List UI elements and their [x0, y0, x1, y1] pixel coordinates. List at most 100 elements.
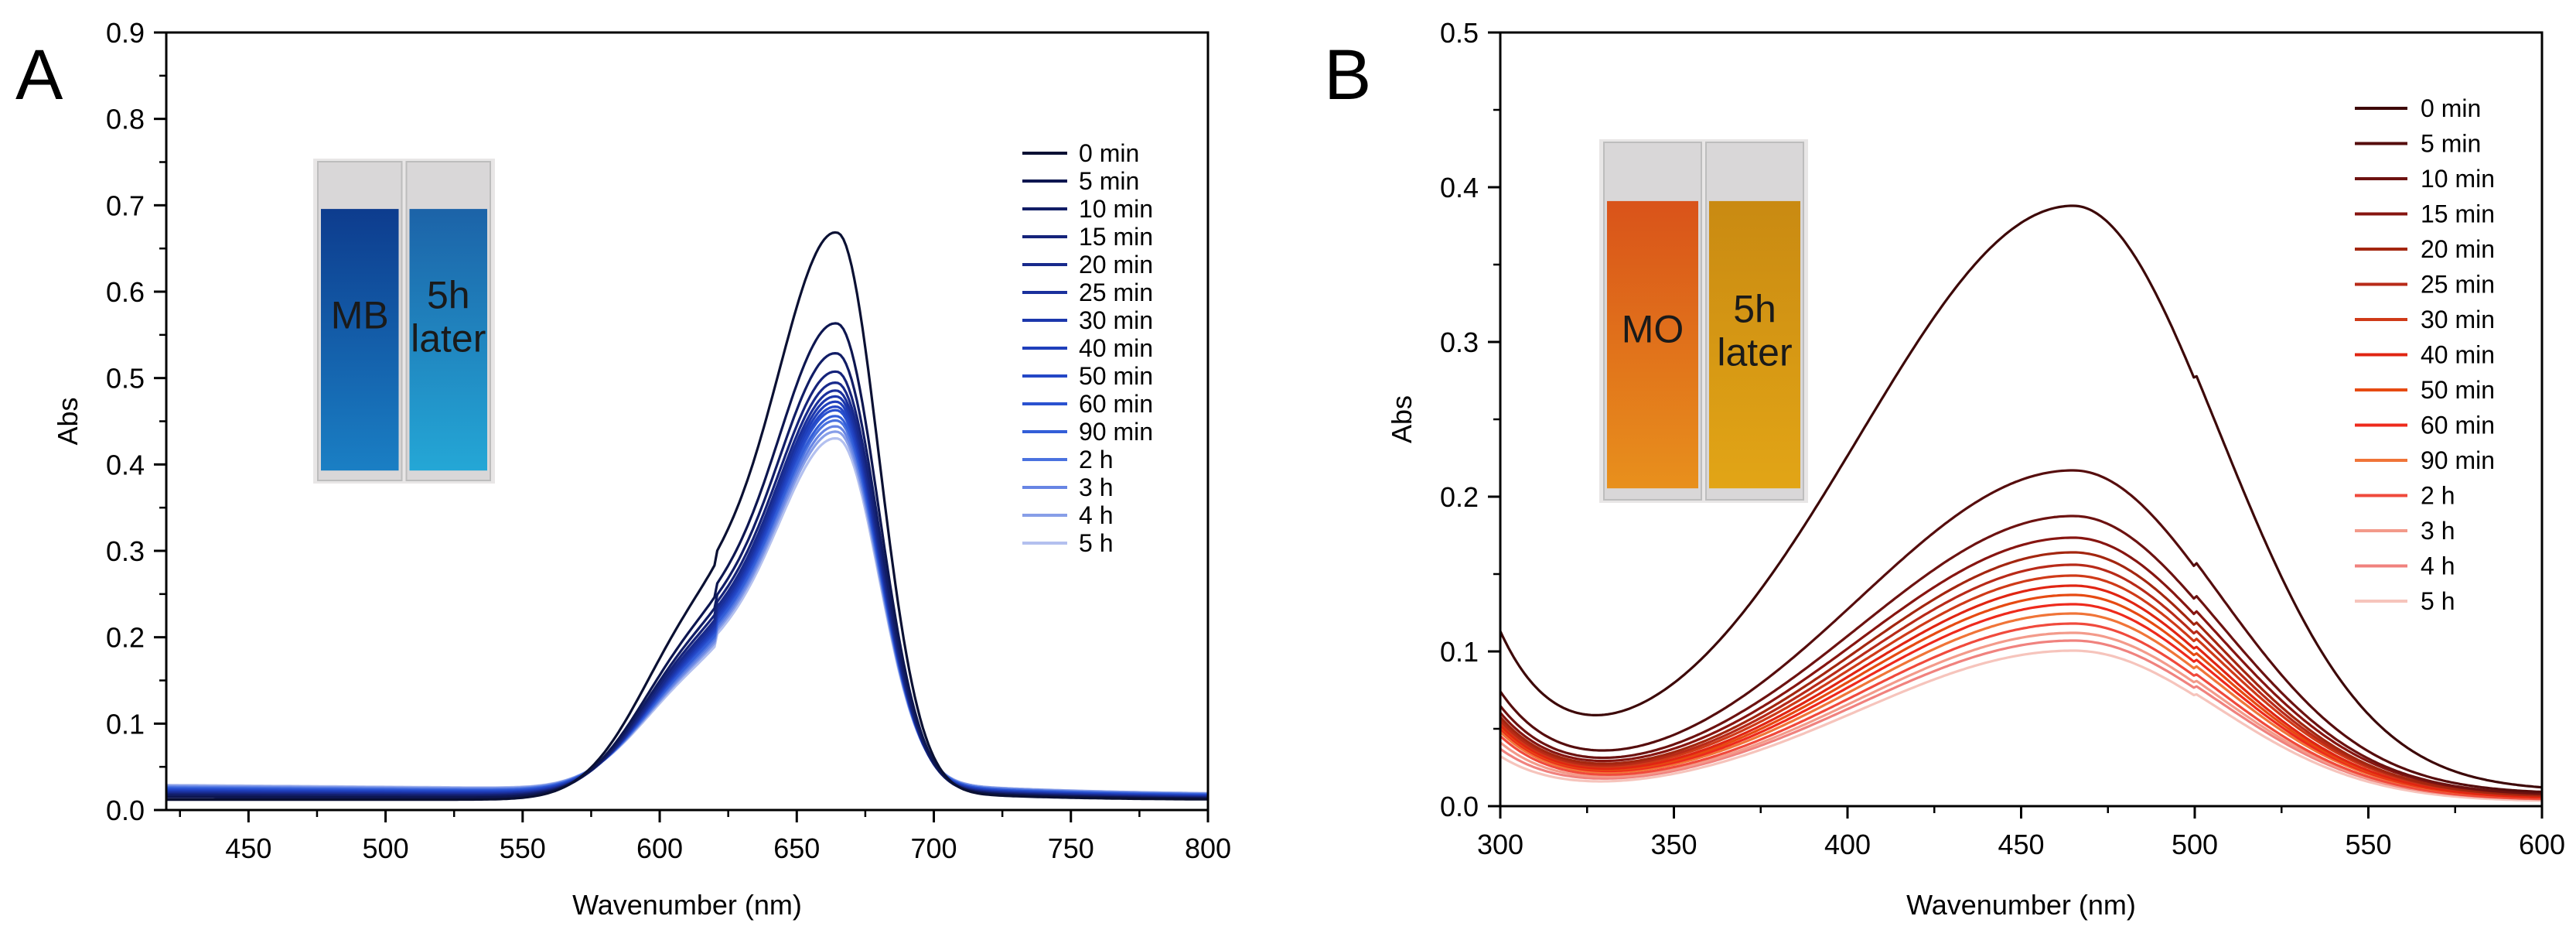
- y-tick-label: 0.8: [106, 104, 145, 135]
- y-tick-label: 0.4: [106, 449, 145, 480]
- x-tick-label: 550: [2345, 829, 2391, 860]
- x-axis: 300 350 400 450 500 550 600 Wavenumber (nm): [1477, 806, 2565, 921]
- legend-label: 60 min: [2421, 412, 2495, 439]
- legend-label: 5 min: [2421, 130, 2481, 158]
- series-line-15-min: [1499, 536, 2543, 795]
- legend-label: 30 min: [2421, 306, 2495, 333]
- legend-label: 2 h: [2421, 482, 2455, 510]
- series-line-5-min: [1499, 469, 2543, 794]
- inset-label-after: 5h later: [1717, 287, 1792, 374]
- x-axis-title: Wavenumber (nm): [572, 889, 802, 921]
- cuvette-liquid: [321, 209, 399, 471]
- y-axis: 0.0 0.1 0.2 0.3 0.4 0.5 0.6 0.7 0.8 0.9 Abs: [52, 17, 166, 826]
- y-tick-label: 0.7: [106, 190, 145, 221]
- legend-label: 15 min: [2421, 200, 2495, 228]
- y-tick-label: 0.5: [106, 363, 145, 395]
- legend-label: 15 min: [1079, 223, 1153, 251]
- legend-label: 4 h: [1079, 501, 1113, 529]
- series-line-5-h: [1500, 649, 2543, 802]
- legend-label: 40 min: [2421, 341, 2495, 369]
- x-tick-label: 500: [2172, 829, 2218, 860]
- legend-label: 25 min: [1079, 279, 1153, 306]
- series-line-0-min: [1499, 204, 2543, 789]
- legend-label: 50 min: [1079, 362, 1153, 390]
- y-axis: 0.0 0.1 0.2 0.3 0.4 0.5 Abs: [1386, 17, 1500, 822]
- legend-label: 20 min: [1079, 251, 1153, 279]
- legend-label: 5 h: [1079, 529, 1113, 557]
- series-line-40-min: [1499, 584, 2543, 798]
- legend-label: 40 min: [1079, 334, 1153, 362]
- x-tick-label: 450: [225, 832, 271, 864]
- inset-cuvettes: MO 5h later: [1599, 139, 1808, 503]
- y-axis-title: Abs: [1386, 395, 1418, 443]
- legend-label: 60 min: [1079, 390, 1153, 418]
- legend-label: 2 h: [1079, 446, 1113, 473]
- y-tick-label: 0.0: [106, 795, 145, 826]
- y-axis-title: Abs: [52, 397, 84, 445]
- inset-label-after: 5h later: [411, 274, 486, 361]
- panel-letter: B: [1324, 36, 1371, 115]
- x-tick-label: 550: [500, 832, 546, 864]
- legend-label: 25 min: [2421, 271, 2495, 299]
- legend-label: 0 min: [2421, 94, 2481, 122]
- series-line-0-min: [166, 231, 1208, 802]
- x-tick-label: 300: [1477, 829, 1523, 860]
- y-tick-label: 0.3: [106, 535, 145, 567]
- legend-label: 20 min: [2421, 235, 2495, 263]
- inset-label-line: 5h: [427, 274, 470, 317]
- y-tick-label: 0.3: [1440, 326, 1479, 358]
- legend-label: 4 h: [2421, 552, 2455, 580]
- x-tick-label: 500: [363, 832, 409, 864]
- inset-label-line: later: [411, 317, 486, 361]
- inset-label-before: MO: [1622, 307, 1684, 350]
- series-line-5-h: [166, 437, 1208, 795]
- legend-label: 90 min: [1079, 418, 1153, 446]
- cuvette-liquid: [1607, 200, 1698, 489]
- series-line-25-min: [1499, 563, 2543, 797]
- x-tick-label: 400: [1824, 829, 1871, 860]
- panel-b: B MO 5h later 300 350 400 450 500 550 600 Wavenumbe…: [1324, 17, 2565, 921]
- y-tick-label: 0.0: [1440, 791, 1479, 822]
- series-group: [1499, 204, 2543, 802]
- cuvette-liquid: [409, 209, 487, 471]
- y-tick-label: 0.1: [106, 708, 145, 740]
- legend-label: 90 min: [2421, 446, 2495, 474]
- y-tick-label: 0.2: [1440, 481, 1479, 513]
- series-line-20-min: [1499, 551, 2543, 797]
- y-tick-label: 0.2: [106, 622, 145, 654]
- legend-label: 50 min: [2421, 376, 2495, 404]
- y-tick-label: 0.6: [106, 276, 145, 308]
- inset-cuvettes: MB 5h later: [313, 159, 495, 484]
- inset-label-line: 5h: [1733, 287, 1776, 330]
- legend-label: 30 min: [1079, 306, 1153, 334]
- inset-label-line: later: [1717, 330, 1792, 374]
- x-tick-label: 650: [773, 832, 820, 864]
- series-line-30-min: [1499, 574, 2543, 797]
- legend-label: 0 min: [1079, 139, 1139, 167]
- legend-label: 5 h: [2421, 587, 2455, 615]
- series-line-10-min: [1499, 514, 2543, 795]
- x-tick-label: 600: [636, 832, 683, 864]
- series-group: [165, 231, 1209, 802]
- legend-label: 3 h: [2421, 517, 2455, 545]
- y-tick-label: 0.5: [1440, 17, 1479, 49]
- y-tick-label: 0.1: [1440, 636, 1479, 668]
- x-tick-label: 450: [1998, 829, 2044, 860]
- y-tick-label: 0.9: [106, 17, 145, 49]
- cuvette-liquid: [1709, 200, 1800, 489]
- x-tick-label: 600: [2519, 829, 2565, 860]
- y-tick-label: 0.4: [1440, 172, 1479, 203]
- series-line-2-h: [1499, 622, 2543, 801]
- x-tick-label: 700: [910, 832, 957, 864]
- x-axis: 450 500 550 600 650 700 750 800 Wavenumber (nm): [179, 810, 1231, 921]
- legend-label: 10 min: [1079, 195, 1153, 223]
- x-tick-label: 350: [1650, 829, 1697, 860]
- legend-label: 3 h: [1079, 473, 1113, 501]
- panel-a: A MB 5h later 450 500 550 600 650 700 750 800 Wavenu…: [15, 17, 1231, 921]
- panel-letter: A: [15, 36, 63, 115]
- inset-label-before: MB: [331, 294, 389, 337]
- x-tick-label: 750: [1048, 832, 1094, 864]
